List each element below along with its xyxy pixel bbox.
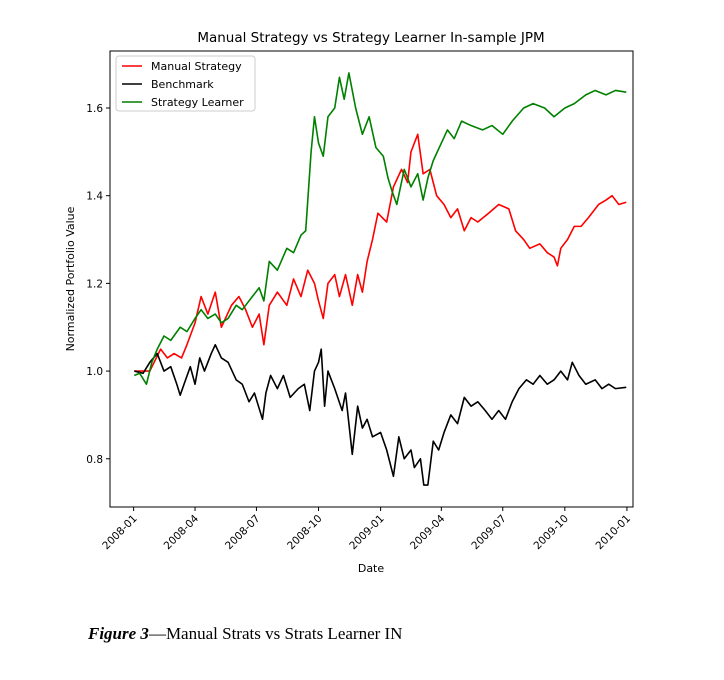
x-tick-label: 2009-04 (408, 512, 448, 552)
x-axis: 2008-01 2008-04 2008-07 2008-10 2009-01 2009-… (100, 507, 633, 552)
x-tick-label: 2009-10 (531, 513, 571, 553)
legend: Manual Strategy Benchmark Strategy Learner (115, 55, 256, 112)
plot-frame (109, 50, 634, 508)
x-tick-label: 2009-01 (347, 513, 387, 553)
x-axis-label: Date (358, 562, 385, 575)
x-tick-label: 2008-04 (162, 512, 202, 552)
figure-label: Figure 3 (88, 624, 149, 643)
y-tick-label: 1.6 (86, 103, 103, 115)
y-tick-label: 1.0 (86, 366, 103, 378)
series-line-benchmark (134, 343, 627, 486)
figure-caption-text: —Manual Strats vs Strats Learner IN (148, 624, 403, 643)
y-tick-label: 1.2 (86, 278, 103, 290)
x-tick-label: 2008-10 (285, 513, 325, 553)
legend-label: Benchmark (151, 78, 214, 91)
y-axis: 0.8 1.0 1.2 1.4 1.6 (86, 103, 110, 466)
y-axis-label: Normalized Portfolio Value (64, 206, 77, 351)
line-chart: Manual Strategy vs Strategy Learner In-s… (64, 30, 634, 575)
x-tick-label: 2010-01 (594, 513, 634, 553)
series-line-strategy-learner (133, 72, 627, 386)
chart-title: Manual Strategy vs Strategy Learner In-s… (197, 30, 544, 46)
x-tick-label: 2008-07 (223, 513, 263, 553)
y-tick-label: 0.8 (86, 454, 103, 466)
figure-caption: Figure 3—Manual Strats vs Strats Learner… (88, 624, 402, 644)
x-tick-label: 2009-07 (469, 513, 509, 553)
x-tick-label: 2008-01 (100, 513, 140, 553)
y-tick-label: 1.4 (86, 191, 103, 203)
legend-label: Manual Strategy (151, 60, 242, 73)
plot-area (133, 72, 627, 486)
legend-label: Strategy Learner (151, 96, 244, 109)
legend-box (115, 55, 256, 112)
series-line-manual-strategy (134, 133, 627, 372)
